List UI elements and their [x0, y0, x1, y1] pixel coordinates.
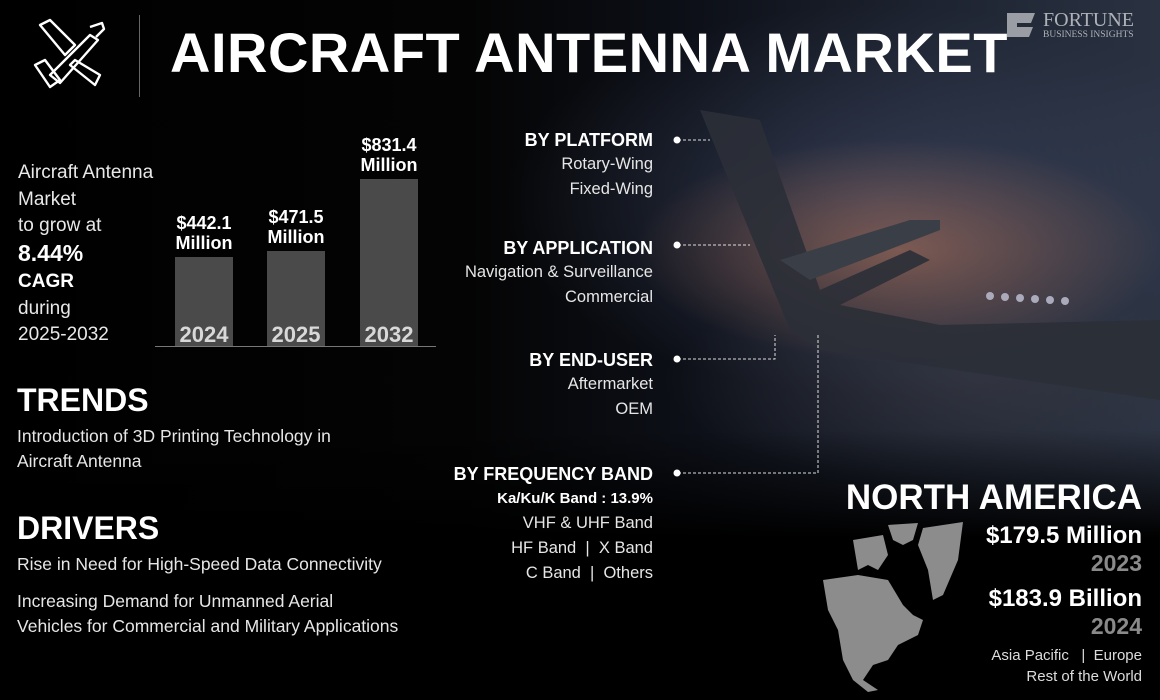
summary-line: Aircraft Antenna: [18, 162, 154, 183]
value-amount: $471.5: [268, 207, 324, 228]
region-value-2024: $183.9 Billion: [988, 585, 1142, 612]
other-regions: Asia Pacific | Europe: [991, 647, 1142, 664]
segment-item: Commercial: [564, 288, 653, 306]
value-label: $442.1 Million: [159, 213, 249, 253]
value-unit: Million: [360, 155, 418, 175]
segment-item: HF Band | X Band: [511, 539, 653, 557]
trends-heading: TRENDS: [17, 382, 149, 418]
driver-line: Increasing Demand for Unmanned Aerial: [17, 591, 334, 611]
segment-application: BY APPLICATION Navigation & Surveillance…: [465, 236, 653, 310]
page-title: AIRCRAFT ANTENNA MARKET: [170, 21, 1008, 84]
chart-baseline: [155, 346, 436, 347]
value-label: $471.5 Million: [251, 207, 341, 247]
bottom-fade: [0, 430, 1160, 700]
value-unit: Million: [175, 233, 233, 254]
summary-line: Market: [18, 188, 77, 210]
segment-heading: BY END-USER: [529, 350, 653, 370]
segment-item: C Band | Others: [525, 564, 653, 582]
forecast-period: 2025-2032: [18, 324, 109, 345]
value-label: $831.4 Million: [344, 135, 434, 175]
year-label: 2025: [271, 322, 321, 347]
jet-silhouette: [700, 110, 1160, 400]
region-value-2023: $179.5 Million: [985, 522, 1142, 549]
value-amount: $831.4: [361, 135, 417, 155]
bar-2025: [267, 251, 325, 346]
fortune-logo: FORTUNE BUSINESS INSIGHTS: [1005, 10, 1134, 40]
trends-line: Introduction of 3D Printing Technology i…: [17, 426, 331, 446]
segment-item: Navigation & Surveillance: [464, 263, 653, 281]
year-label: 2024: [179, 322, 229, 347]
region-year-2024: 2024: [1090, 613, 1142, 639]
north-america-map: [823, 522, 963, 692]
cagr-value: 8.44%: [18, 239, 84, 266]
segment-item: Rotary-Wing: [561, 155, 653, 173]
fbi-logo-icon: [1007, 13, 1035, 37]
segment-platform: BY PLATFORM Rotary-Wing Fixed-Wing: [525, 128, 653, 202]
region-year-2023: 2023: [1090, 550, 1142, 576]
segment-frequency-band: BY FREQUENCY BAND Ka/Ku/K Band : 13.9% V…: [454, 462, 653, 586]
other-regions-2: Rest of the World: [1026, 668, 1142, 685]
airplane-icon: [33, 18, 106, 89]
bar-2032: [360, 179, 418, 346]
year-label: 2032: [364, 322, 414, 347]
trends-line: Aircraft Antenna: [17, 451, 142, 471]
driver-line: Vehicles for Commercial and Military App…: [17, 616, 399, 636]
segment-heading: BY PLATFORM: [524, 130, 653, 150]
segment-heading: BY FREQUENCY BAND: [453, 464, 653, 484]
segment-item: Fixed-Wing: [569, 180, 653, 198]
logo-line2: BUSINESS INSIGHTS: [1043, 30, 1134, 40]
driver-item: Increasing Demand for Unmanned Aerial Ve…: [17, 589, 398, 639]
cagr-label: CAGR: [18, 271, 74, 292]
market-summary: Aircraft Antenna Market to grow at 8.44%…: [18, 160, 153, 349]
segment-highlight: Ka/Ku/K Band : 13.9%: [497, 490, 653, 507]
summary-line: during: [18, 297, 71, 319]
segment-end-user: BY END-USER Aftermarket OEM: [529, 348, 653, 422]
value-amount: $442.1: [176, 213, 232, 234]
segment-heading: BY APPLICATION: [503, 238, 653, 258]
header-divider: [139, 15, 140, 97]
bar-2024: [175, 257, 233, 346]
driver-item: Rise in Need for High-Speed Data Connect…: [17, 554, 382, 574]
value-unit: Million: [267, 227, 325, 248]
region-name: NORTH AMERICA: [845, 478, 1142, 517]
logo-line1: FORTUNE: [1043, 9, 1135, 31]
segment-item: OEM: [615, 400, 653, 418]
segment-item: VHF & UHF Band: [522, 514, 653, 532]
segment-connectors: [673, 136, 819, 477]
segment-item: Aftermarket: [567, 375, 653, 393]
trends-text: Introduction of 3D Printing Technology i…: [17, 424, 331, 474]
summary-line: to grow at: [18, 215, 102, 236]
drivers-heading: DRIVERS: [17, 510, 160, 546]
